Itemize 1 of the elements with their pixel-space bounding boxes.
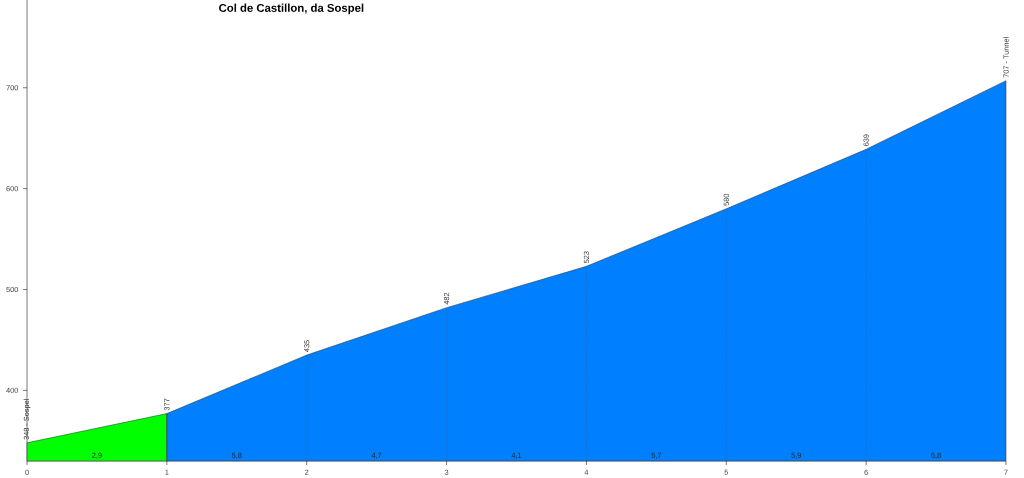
chart-title: Col de Castillon, da Sospel bbox=[219, 3, 364, 15]
